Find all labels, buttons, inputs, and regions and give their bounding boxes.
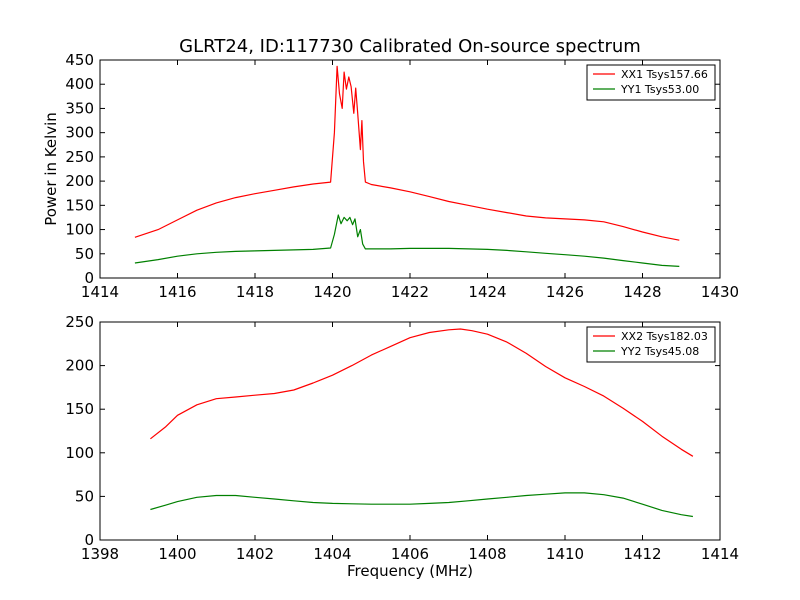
x-tick-label: 1414 xyxy=(701,545,739,563)
legend-label: YY1 Tsys53.00 xyxy=(620,83,699,96)
series-line-2-1 xyxy=(150,328,694,457)
y-tick-label: 50 xyxy=(75,245,94,263)
x-tick-label: 1400 xyxy=(158,545,196,563)
legend-box xyxy=(586,64,716,101)
legend-label: XX1 Tsys157.66 xyxy=(621,68,708,81)
y-tick-label: 150 xyxy=(65,400,94,418)
y-tick-label: 350 xyxy=(65,99,94,117)
y-tick-label: 200 xyxy=(65,357,94,375)
series-line-1-2 xyxy=(134,214,680,267)
legend-label: XX2 Tsys182.03 xyxy=(621,330,708,343)
y-tick-label: 0 xyxy=(84,531,94,549)
x-tick-label: 1410 xyxy=(546,545,584,563)
x-tick-label: 1418 xyxy=(236,283,274,301)
y-tick-label: 100 xyxy=(65,444,94,462)
x-tick-label: 1420 xyxy=(313,283,351,301)
y-tick-label: 100 xyxy=(65,221,94,239)
legend: XX2 Tsys182.03 YY2 Tsys45.08 xyxy=(586,326,716,363)
x-tick-label: 1414 xyxy=(81,283,119,301)
x-tick-label: 1406 xyxy=(391,545,429,563)
y-tick-label: 450 xyxy=(65,51,94,69)
y-tick-label: 400 xyxy=(65,75,94,93)
bottom-spectrum-panel: 1398 1400 1402 1404 1406 1408 1410 1412 1414 0 50 1… xyxy=(65,313,739,580)
x-tick-label: 1402 xyxy=(236,545,274,563)
x-axis-label: Frequency (MHz) xyxy=(347,562,473,580)
x-tick-label: 1426 xyxy=(546,283,584,301)
x-tick-label: 1412 xyxy=(623,545,661,563)
y-tick-label: 300 xyxy=(65,124,94,142)
x-tick-label: 1416 xyxy=(158,283,196,301)
legend-box xyxy=(586,326,716,363)
x-tick-label: 1408 xyxy=(468,545,506,563)
x-tick-label: 1430 xyxy=(701,283,739,301)
top-spectrum-panel: 1414 1416 1418 1420 1422 1424 1426 1428 1430 0 50 1… xyxy=(42,51,739,301)
series-line-1-1 xyxy=(134,65,680,241)
y-axis-label: Power in Kelvin xyxy=(42,112,60,226)
y-tick-label: 0 xyxy=(84,269,94,287)
x-tick-label: 1404 xyxy=(313,545,351,563)
legend-label: YY2 Tsys45.08 xyxy=(620,345,699,358)
x-tick-label: 1424 xyxy=(468,283,506,301)
y-tick-label: 50 xyxy=(75,487,94,505)
x-tick-label: 1428 xyxy=(623,283,661,301)
y-tick-label: 250 xyxy=(65,313,94,331)
series-line-2-2 xyxy=(150,492,693,518)
legend: XX1 Tsys157.66 YY1 Tsys53.00 xyxy=(586,64,716,101)
figure-title: GLRT24, ID:117730 Calibrated On-source s… xyxy=(179,36,641,57)
y-tick-label: 200 xyxy=(65,172,94,190)
x-tick-label: 1422 xyxy=(391,283,429,301)
y-tick-label: 250 xyxy=(65,148,94,166)
y-tick-label: 150 xyxy=(65,196,94,214)
x-tick-label: 1398 xyxy=(81,545,119,563)
